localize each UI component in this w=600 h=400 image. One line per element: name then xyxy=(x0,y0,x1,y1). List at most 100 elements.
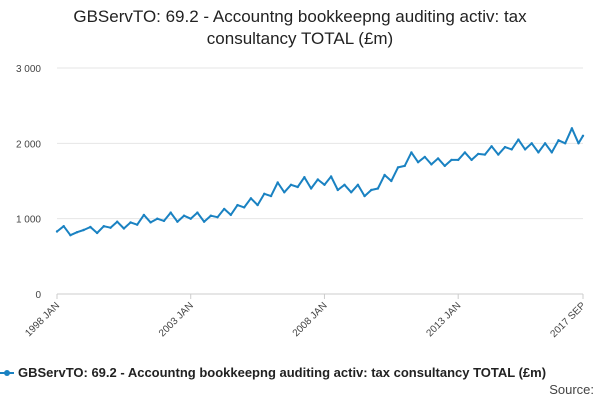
data-point-0-25[interactable] xyxy=(223,207,226,211)
legend-series-marker xyxy=(0,370,14,376)
data-point-0-15[interactable] xyxy=(156,217,159,220)
data-point-0-2[interactable] xyxy=(69,234,72,237)
data-point-0-6[interactable] xyxy=(95,231,99,235)
data-point-0-45[interactable] xyxy=(356,183,360,186)
data-point-0-20[interactable] xyxy=(189,217,192,220)
data-point-0-59[interactable] xyxy=(450,158,453,162)
data-point-0-28[interactable] xyxy=(243,206,246,209)
data-point-0-52[interactable] xyxy=(403,164,406,168)
legend-series-label: GBServTO: 69.2 - Accountng bookkeepng au… xyxy=(18,365,547,380)
data-point-0-54[interactable] xyxy=(416,161,420,164)
data-point-0-5[interactable] xyxy=(89,225,92,229)
data-point-0-46[interactable] xyxy=(363,194,366,198)
data-point-0-39[interactable] xyxy=(316,178,319,181)
data-point-0-9[interactable] xyxy=(116,220,119,223)
chart-title: GBServTO: 69.2 - Accountng bookkeepng au… xyxy=(0,6,600,50)
data-point-0-22[interactable] xyxy=(202,220,206,223)
data-point-0-66[interactable] xyxy=(497,153,500,156)
data-point-0-70[interactable] xyxy=(523,148,527,151)
data-point-0-43[interactable] xyxy=(343,183,346,186)
data-point-0-65[interactable] xyxy=(490,145,493,148)
data-point-0-35[interactable] xyxy=(289,183,293,186)
data-point-0-33[interactable] xyxy=(276,181,279,184)
data-point-0-29[interactable] xyxy=(249,197,253,200)
data-point-0-77[interactable] xyxy=(570,127,574,130)
x-tick-label-4: 2017 SEP xyxy=(548,300,588,340)
data-point-0-51[interactable] xyxy=(396,166,400,169)
data-point-0-69[interactable] xyxy=(517,138,520,141)
data-point-0-61[interactable] xyxy=(463,151,467,154)
data-point-0-24[interactable] xyxy=(216,216,219,219)
y-tick-label-3: 3 000 xyxy=(16,64,41,75)
data-point-0-78[interactable] xyxy=(577,142,580,145)
data-point-0-31[interactable] xyxy=(263,192,266,195)
data-point-0-64[interactable] xyxy=(483,153,487,156)
data-point-0-44[interactable] xyxy=(350,191,353,194)
data-point-0-13[interactable] xyxy=(142,213,146,217)
data-point-0-8[interactable] xyxy=(109,226,112,229)
data-point-0-74[interactable] xyxy=(550,151,553,154)
data-point-0-62[interactable] xyxy=(470,158,473,162)
data-point-0-38[interactable] xyxy=(309,187,313,190)
data-point-0-19[interactable] xyxy=(182,214,186,217)
data-point-0-57[interactable] xyxy=(436,157,440,160)
y-tick-label-1: 1 000 xyxy=(16,215,41,226)
data-point-0-79[interactable] xyxy=(581,134,585,137)
data-point-0-71[interactable] xyxy=(530,142,533,145)
data-point-0-16[interactable] xyxy=(162,219,166,223)
x-tick-label-1: 2003 JAN xyxy=(157,300,196,339)
data-point-0-68[interactable] xyxy=(510,148,513,151)
data-point-0-10[interactable] xyxy=(122,227,126,230)
legend[interactable]: GBServTO: 69.2 - Accountng bookkeepng au… xyxy=(0,364,600,382)
data-point-0-27[interactable] xyxy=(236,203,239,207)
data-point-0-18[interactable] xyxy=(176,220,179,223)
data-point-0-14[interactable] xyxy=(149,221,152,224)
data-point-0-60[interactable] xyxy=(457,158,460,162)
data-point-0-55[interactable] xyxy=(423,155,426,159)
data-point-0-30[interactable] xyxy=(256,203,259,207)
data-point-0-1[interactable] xyxy=(62,225,65,228)
data-point-0-67[interactable] xyxy=(503,145,507,149)
data-point-0-48[interactable] xyxy=(376,187,380,190)
source-label: Source: xyxy=(549,382,594,397)
y-tick-label-2: 2 000 xyxy=(16,139,41,150)
data-point-0-21[interactable] xyxy=(196,211,199,214)
x-tick-label-3: 2013 JAN xyxy=(424,300,463,339)
data-point-0-58[interactable] xyxy=(443,164,446,168)
data-point-0-34[interactable] xyxy=(283,191,286,194)
data-point-0-72[interactable] xyxy=(537,151,540,154)
y-tick-label-0: 0 xyxy=(35,290,41,301)
data-point-0-4[interactable] xyxy=(82,228,85,232)
y-axis-ticks: 0 1 000 2 000 3 000 xyxy=(16,64,41,301)
data-point-0-40[interactable] xyxy=(323,183,326,186)
data-point-0-11[interactable] xyxy=(129,221,132,224)
data-point-0-41[interactable] xyxy=(329,175,333,178)
series-line-0[interactable] xyxy=(56,127,584,237)
data-point-0-17[interactable] xyxy=(169,211,172,214)
data-point-0-47[interactable] xyxy=(370,188,373,192)
data-point-0-73[interactable] xyxy=(543,142,547,145)
data-point-0-63[interactable] xyxy=(477,152,480,156)
data-point-0-53[interactable] xyxy=(410,151,413,154)
data-point-0-37[interactable] xyxy=(303,176,306,179)
data-point-0-0[interactable] xyxy=(55,230,59,233)
data-point-0-36[interactable] xyxy=(296,185,299,189)
data-point-0-32[interactable] xyxy=(269,194,273,198)
chart-title-line-1: GBServTO: 69.2 - Accountng bookkeepng au… xyxy=(73,7,527,26)
x-tick-label-0: 1998 JAN xyxy=(23,300,62,339)
data-point-0-42[interactable] xyxy=(336,188,339,192)
x-axis-ticks: 1998 JAN 2003 JAN 2008 JAN 2013 JAN 2017 SEP xyxy=(23,294,588,340)
data-point-0-49[interactable] xyxy=(383,173,386,177)
data-point-0-3[interactable] xyxy=(75,231,79,234)
data-point-0-23[interactable] xyxy=(209,214,212,217)
data-point-0-12[interactable] xyxy=(136,223,139,226)
data-point-0-26[interactable] xyxy=(229,213,232,217)
data-point-0-76[interactable] xyxy=(564,142,567,145)
gridlines xyxy=(57,67,583,220)
data-point-0-7[interactable] xyxy=(102,225,106,228)
data-point-0-50[interactable] xyxy=(390,179,393,183)
data-point-0-56[interactable] xyxy=(430,163,433,166)
data-point-0-75[interactable] xyxy=(557,139,560,142)
x-tick-label-2: 2008 JAN xyxy=(291,300,330,339)
